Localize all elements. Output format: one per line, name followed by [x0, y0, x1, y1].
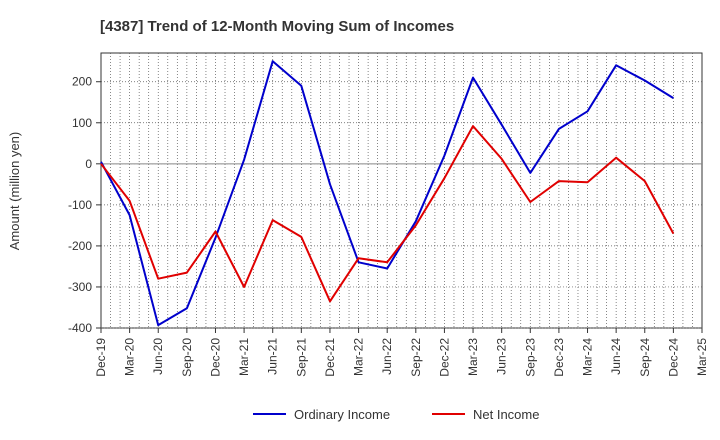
x-tick-label: Mar-20	[123, 338, 137, 376]
x-tick-label: Jun-24	[609, 338, 623, 375]
x-tick-label: Sep-23	[523, 338, 537, 377]
x-tick-label: Mar-23	[466, 338, 480, 376]
x-tick-label: Mar-21	[237, 338, 251, 376]
y-tick-label: -200	[68, 239, 92, 253]
y-axis-label: Amount (million yen)	[7, 132, 22, 251]
x-tick-label: Mar-24	[581, 338, 595, 376]
series-line-net-income	[100, 125, 675, 303]
y-tick-label: 0	[85, 157, 92, 171]
x-tick-label: Sep-21	[294, 338, 308, 377]
x-tick-label: Dec-24	[666, 338, 680, 377]
axes: -400 -300 -200 -100 0 100 200 Dec-19 Mar-20 Jun-2…	[68, 75, 709, 377]
x-tick-label: Dec-21	[323, 338, 337, 377]
grid	[100, 52, 703, 329]
x-tick-label: Dec-20	[208, 338, 222, 377]
x-tick-label: Dec-23	[552, 338, 566, 377]
x-tick-label: Sep-22	[409, 338, 423, 377]
series-line-ordinary-income	[100, 60, 674, 327]
x-tick-label: Jun-22	[380, 338, 394, 375]
y-tick-label: 200	[72, 75, 92, 89]
x-tick-label: Sep-20	[180, 338, 194, 377]
x-tick-label: Dec-22	[437, 338, 451, 377]
y-tick-label: -100	[68, 198, 92, 212]
x-tick-label: Jun-23	[495, 338, 509, 375]
x-tick-label: Sep-24	[638, 338, 652, 377]
x-tick-label: Jun-21	[266, 338, 280, 375]
legend: Ordinary Income Net Income	[253, 407, 539, 422]
series-lines	[100, 60, 675, 327]
x-tick-label: Mar-25	[695, 338, 709, 376]
plot-area	[100, 52, 703, 329]
chart-title: [4387] Trend of 12-Month Moving Sum of I…	[100, 18, 454, 35]
legend-label-ordinary-income: Ordinary Income	[294, 407, 390, 422]
x-tick-label: Jun-20	[151, 338, 165, 375]
legend-label-net-income: Net Income	[473, 407, 539, 422]
y-tick-label: -300	[68, 280, 92, 294]
x-tick-label: Mar-22	[352, 338, 366, 376]
x-tick-label: Dec-19	[94, 338, 108, 377]
y-tick-label: -400	[68, 321, 92, 335]
y-tick-label: 100	[72, 116, 92, 130]
